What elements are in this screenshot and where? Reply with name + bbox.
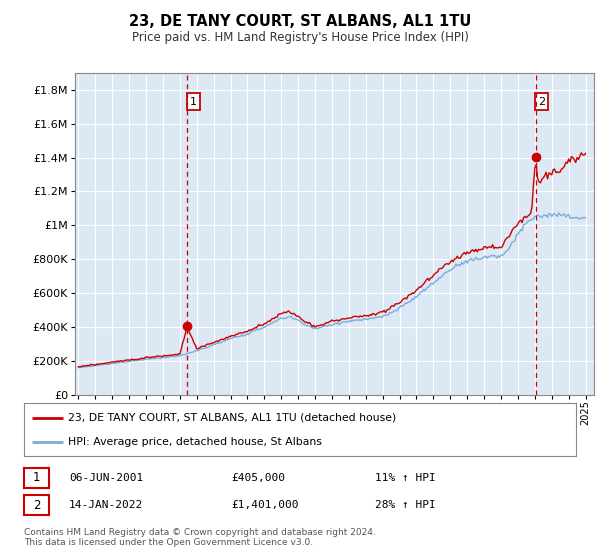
Text: 14-JAN-2022: 14-JAN-2022 bbox=[69, 500, 143, 510]
Text: 1: 1 bbox=[190, 97, 197, 106]
Text: 11% ↑ HPI: 11% ↑ HPI bbox=[375, 473, 436, 483]
Text: 06-JUN-2001: 06-JUN-2001 bbox=[69, 473, 143, 483]
Text: 2: 2 bbox=[538, 97, 545, 106]
Text: £405,000: £405,000 bbox=[231, 473, 285, 483]
Text: 28% ↑ HPI: 28% ↑ HPI bbox=[375, 500, 436, 510]
Text: HPI: Average price, detached house, St Albans: HPI: Average price, detached house, St A… bbox=[68, 437, 322, 447]
Text: Price paid vs. HM Land Registry's House Price Index (HPI): Price paid vs. HM Land Registry's House … bbox=[131, 31, 469, 44]
Text: 1: 1 bbox=[33, 471, 40, 484]
Text: £1,401,000: £1,401,000 bbox=[231, 500, 299, 510]
Text: 2: 2 bbox=[33, 498, 40, 512]
Text: 23, DE TANY COURT, ST ALBANS, AL1 1TU (detached house): 23, DE TANY COURT, ST ALBANS, AL1 1TU (d… bbox=[68, 413, 397, 423]
Text: Contains HM Land Registry data © Crown copyright and database right 2024.
This d: Contains HM Land Registry data © Crown c… bbox=[24, 528, 376, 547]
Text: 23, DE TANY COURT, ST ALBANS, AL1 1TU: 23, DE TANY COURT, ST ALBANS, AL1 1TU bbox=[129, 14, 471, 29]
